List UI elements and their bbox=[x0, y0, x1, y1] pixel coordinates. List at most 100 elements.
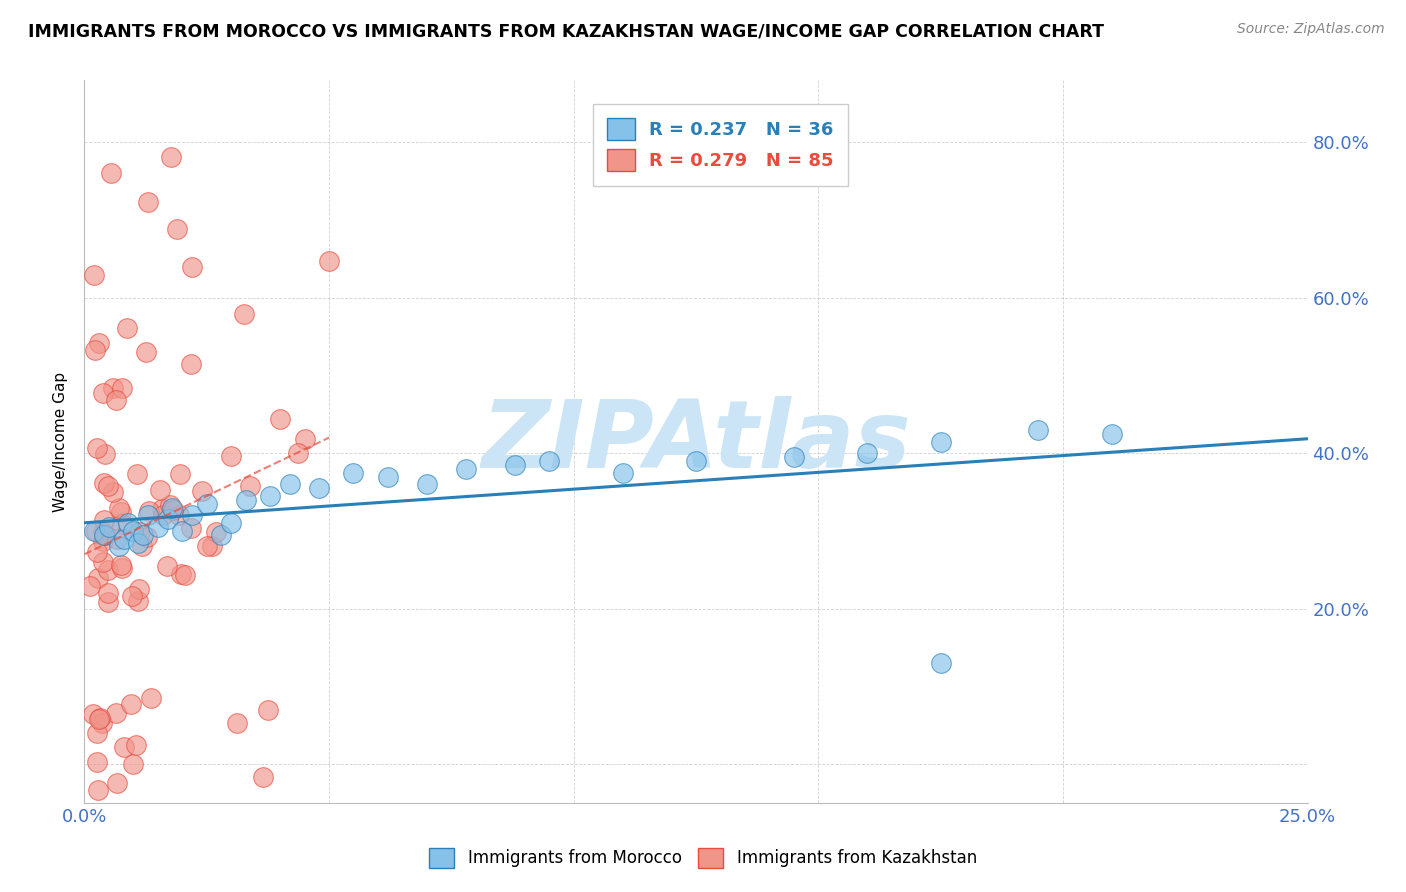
Point bbox=[180, 521, 202, 535]
Point bbox=[121, 756, 143, 771]
Point bbox=[167, 508, 190, 522]
Point bbox=[269, 412, 291, 426]
Point bbox=[191, 483, 214, 498]
Point bbox=[195, 497, 218, 511]
Point bbox=[91, 386, 114, 401]
Point bbox=[97, 563, 120, 577]
Point bbox=[107, 540, 129, 554]
Point bbox=[278, 477, 301, 491]
Point bbox=[105, 392, 128, 407]
Point bbox=[93, 513, 115, 527]
Point bbox=[136, 195, 159, 210]
Point bbox=[111, 516, 134, 531]
Point bbox=[97, 520, 120, 534]
Point bbox=[121, 589, 143, 603]
Point bbox=[205, 525, 228, 540]
Point bbox=[195, 540, 218, 554]
Point bbox=[308, 481, 330, 495]
Point bbox=[132, 528, 155, 542]
Point bbox=[105, 532, 128, 546]
Point bbox=[503, 458, 526, 472]
Point bbox=[156, 512, 179, 526]
Point bbox=[86, 571, 108, 585]
Point bbox=[152, 508, 174, 523]
Point bbox=[201, 539, 224, 553]
Legend: Immigrants from Morocco, Immigrants from Kazakhstan: Immigrants from Morocco, Immigrants from… bbox=[423, 841, 983, 875]
Point bbox=[162, 500, 184, 515]
Point bbox=[125, 467, 148, 481]
Point bbox=[538, 454, 561, 468]
Point bbox=[135, 344, 157, 359]
Point bbox=[318, 254, 340, 268]
Point bbox=[127, 594, 149, 608]
Point bbox=[139, 691, 162, 706]
Point bbox=[235, 492, 257, 507]
Point bbox=[128, 582, 150, 596]
Point bbox=[83, 343, 105, 357]
Point bbox=[180, 357, 202, 371]
Point bbox=[91, 534, 114, 549]
Point bbox=[83, 268, 105, 282]
Point bbox=[89, 712, 111, 726]
Point bbox=[172, 524, 194, 538]
Point bbox=[239, 479, 262, 493]
Point bbox=[94, 447, 117, 461]
Point bbox=[125, 739, 148, 753]
Point bbox=[79, 578, 101, 592]
Point bbox=[83, 524, 105, 538]
Point bbox=[131, 539, 153, 553]
Point bbox=[87, 335, 110, 350]
Point bbox=[97, 479, 120, 493]
Point bbox=[105, 776, 128, 790]
Point bbox=[162, 502, 184, 516]
Point bbox=[129, 525, 152, 540]
Point bbox=[115, 321, 138, 335]
Point bbox=[170, 566, 193, 581]
Point bbox=[256, 703, 278, 717]
Point bbox=[97, 585, 120, 599]
Point bbox=[110, 505, 132, 519]
Point bbox=[174, 568, 197, 582]
Point bbox=[111, 381, 134, 395]
Point bbox=[181, 508, 204, 523]
Point bbox=[181, 260, 204, 275]
Text: Source: ZipAtlas.com: Source: ZipAtlas.com bbox=[1237, 22, 1385, 37]
Point bbox=[416, 477, 439, 491]
Point bbox=[146, 520, 169, 534]
Point bbox=[91, 715, 114, 730]
Point bbox=[856, 446, 879, 460]
Point bbox=[112, 740, 135, 755]
Point bbox=[783, 450, 806, 464]
Point bbox=[136, 529, 159, 543]
Point bbox=[259, 489, 281, 503]
Point bbox=[159, 498, 181, 512]
Point bbox=[252, 770, 274, 784]
Point bbox=[89, 711, 111, 725]
Point bbox=[86, 726, 108, 740]
Point bbox=[108, 500, 131, 515]
Point bbox=[100, 166, 122, 180]
Point bbox=[929, 434, 952, 449]
Point bbox=[377, 469, 399, 483]
Point bbox=[287, 446, 309, 460]
Point bbox=[87, 782, 110, 797]
Point bbox=[136, 508, 159, 523]
Point bbox=[105, 706, 128, 720]
Legend: R = 0.237   N = 36, R = 0.279   N = 85: R = 0.237 N = 36, R = 0.279 N = 85 bbox=[593, 103, 848, 186]
Point bbox=[111, 561, 134, 575]
Point bbox=[101, 381, 124, 395]
Point bbox=[86, 545, 108, 559]
Point bbox=[342, 466, 364, 480]
Point bbox=[685, 454, 707, 468]
Point bbox=[97, 595, 120, 609]
Point bbox=[94, 528, 117, 542]
Point bbox=[122, 524, 145, 538]
Point bbox=[93, 476, 115, 491]
Point bbox=[138, 504, 160, 518]
Y-axis label: Wage/Income Gap: Wage/Income Gap bbox=[53, 371, 69, 512]
Point bbox=[84, 524, 107, 538]
Point bbox=[120, 697, 142, 711]
Point bbox=[82, 707, 104, 722]
Point bbox=[156, 559, 179, 574]
Point bbox=[150, 502, 173, 516]
